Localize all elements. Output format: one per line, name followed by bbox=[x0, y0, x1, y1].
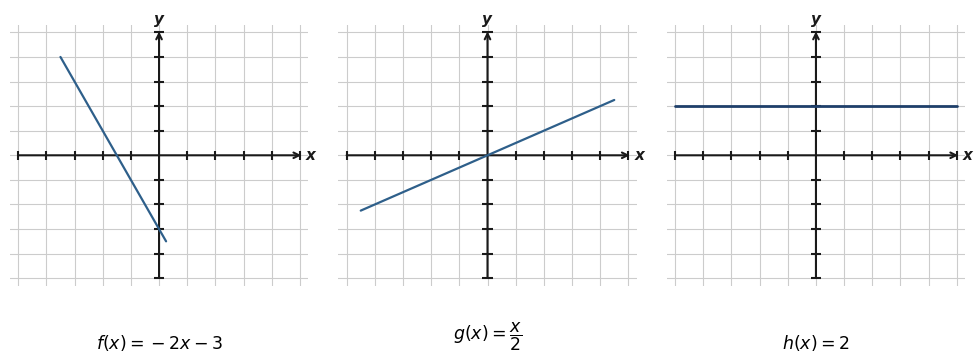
Text: x: x bbox=[306, 148, 316, 163]
Text: x: x bbox=[635, 148, 644, 163]
Text: y: y bbox=[154, 12, 164, 27]
Text: y: y bbox=[483, 12, 492, 27]
Text: $g(x) = \dfrac{x}{2}$: $g(x) = \dfrac{x}{2}$ bbox=[452, 321, 523, 353]
Text: $h(x) = 2$: $h(x) = 2$ bbox=[782, 333, 849, 353]
Text: x: x bbox=[963, 148, 973, 163]
Text: $f(x) = -2x - 3$: $f(x) = -2x - 3$ bbox=[96, 333, 222, 353]
Text: y: y bbox=[811, 12, 821, 27]
